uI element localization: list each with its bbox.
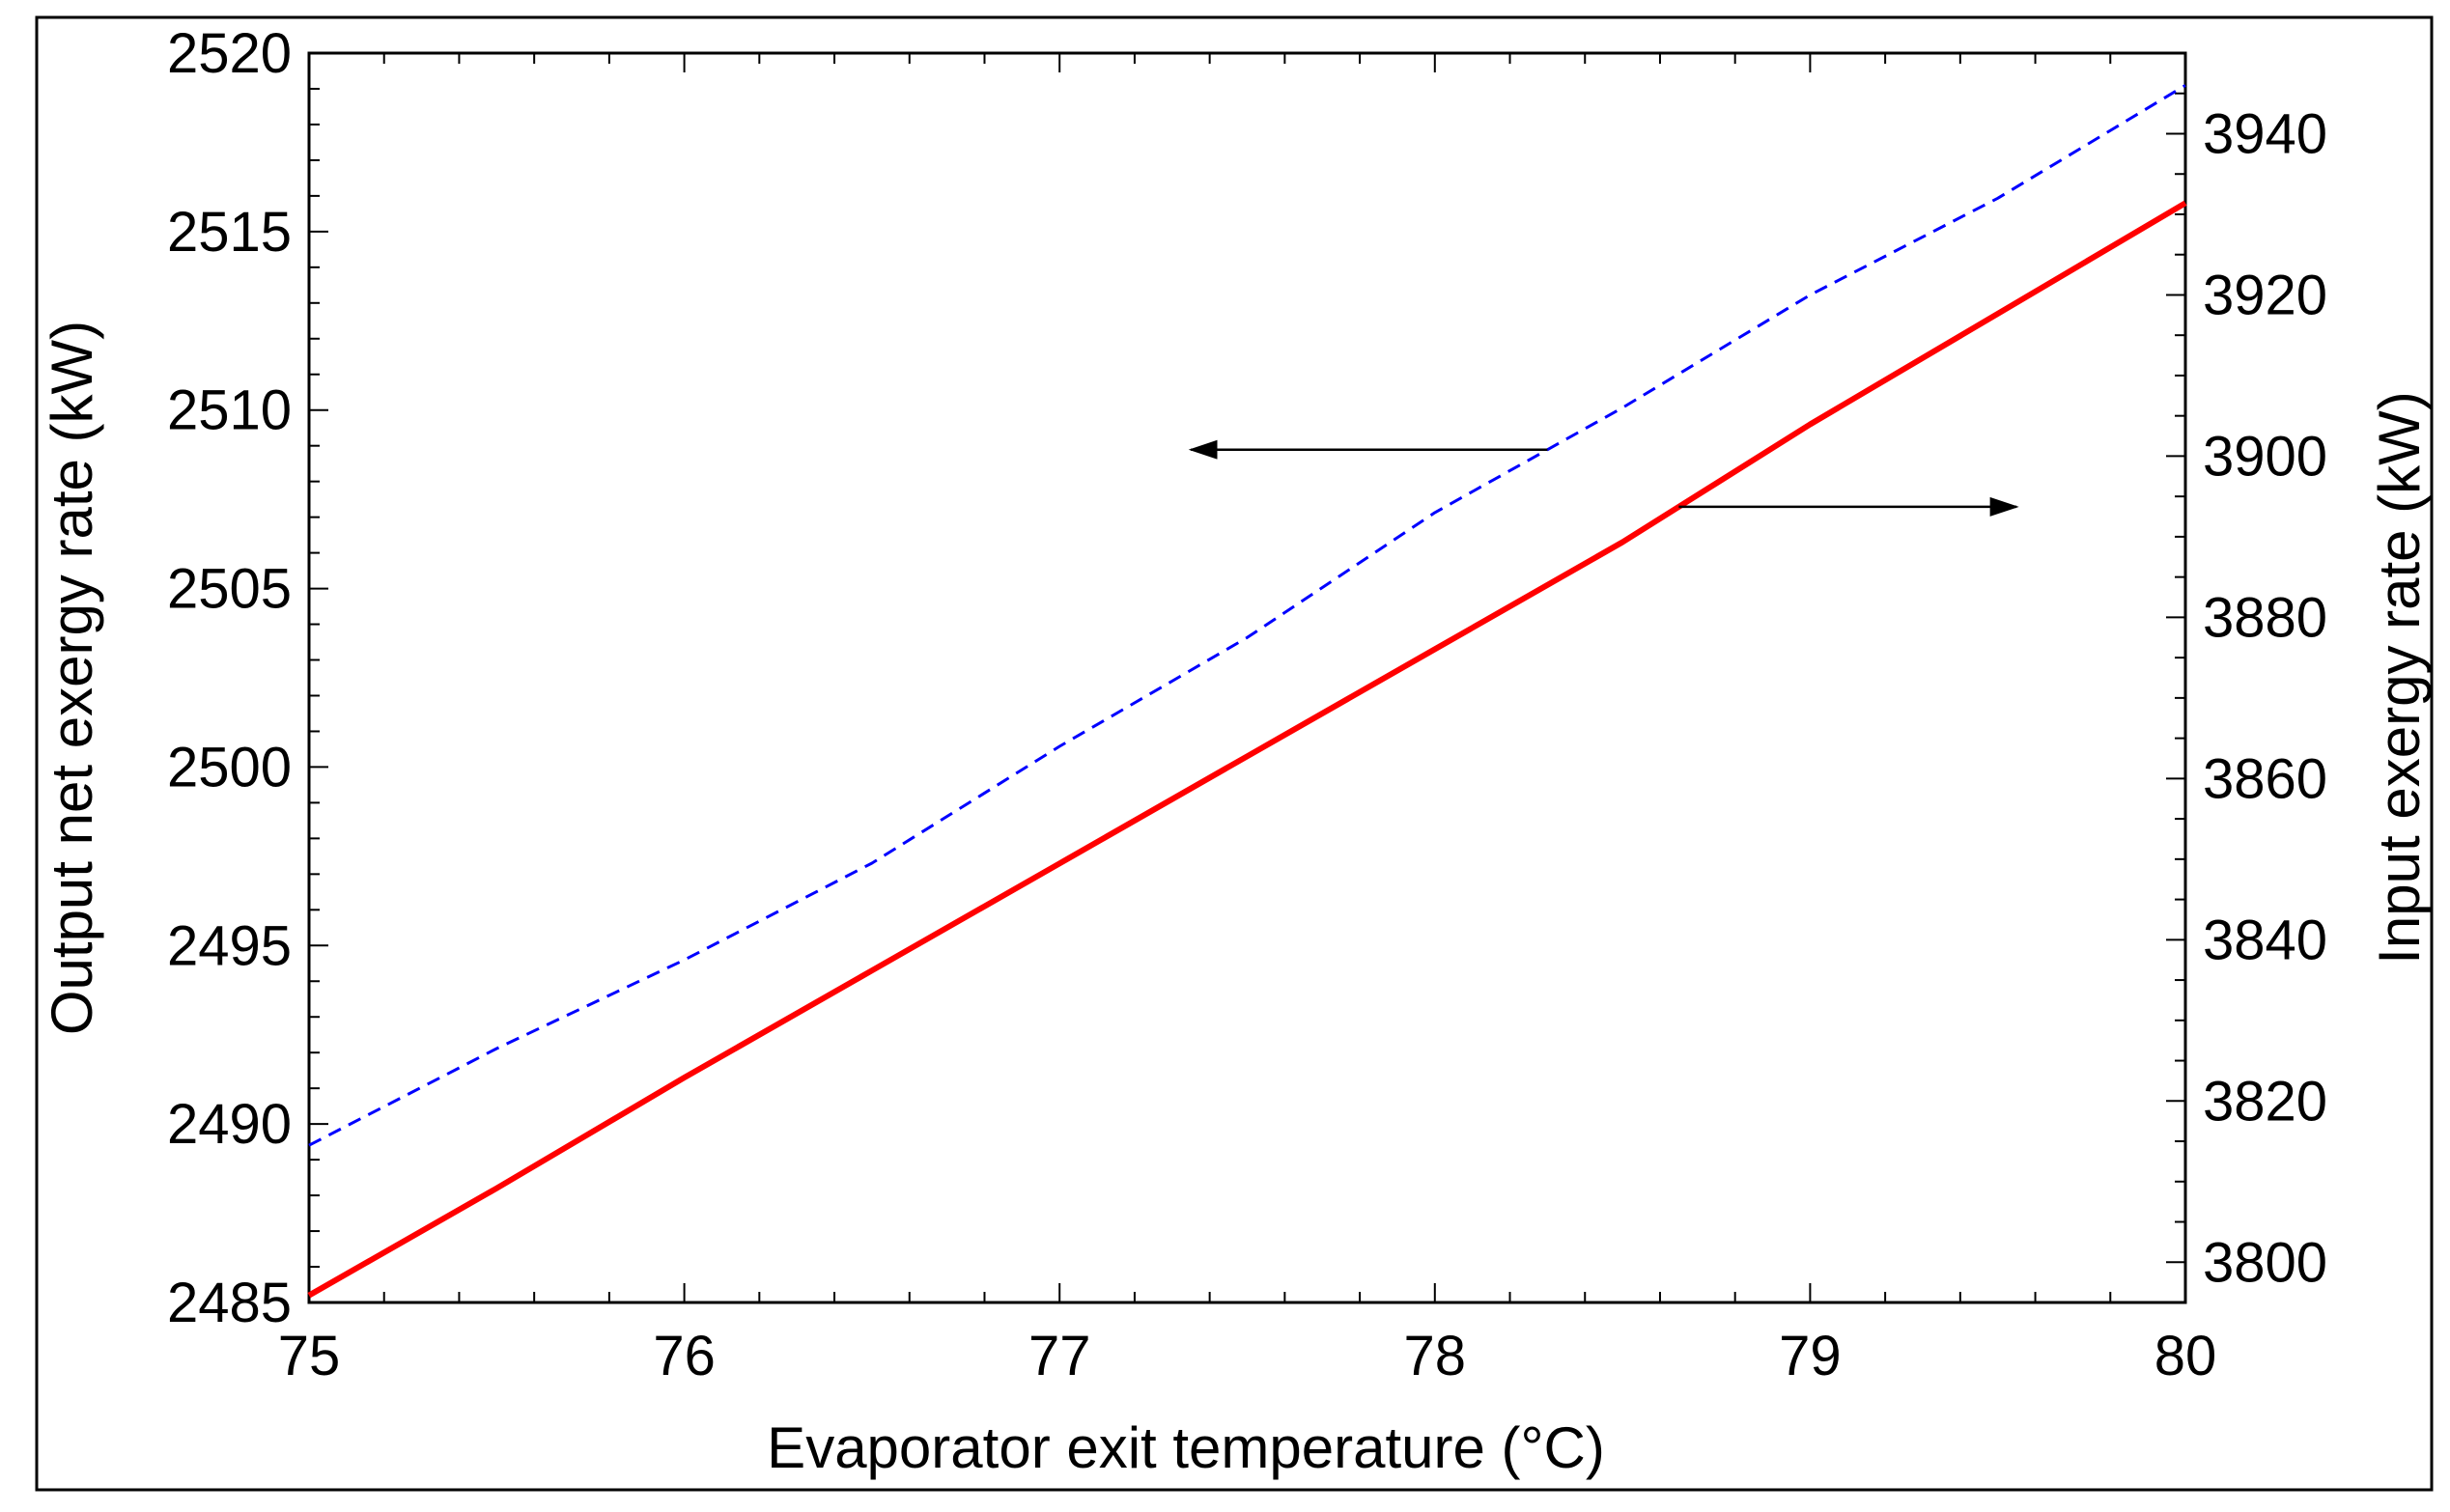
chart-border — [35, 15, 2434, 1492]
y-left-tick-label: 2490 — [167, 1093, 292, 1156]
x-tick-label: 77 — [1028, 1325, 1091, 1387]
y-right-tick-label: 3920 — [2203, 264, 2327, 326]
y-left-axis-title: Output net exergy rate (kW) — [40, 321, 104, 1035]
plot-area — [307, 51, 2187, 1304]
y-right-tick-label: 3800 — [2203, 1231, 2327, 1294]
y-right-tick-label: 3900 — [2203, 425, 2327, 488]
tick-marks — [308, 52, 2186, 1303]
y-right-tick-label: 3840 — [2203, 909, 2327, 971]
y-left-tick-label: 2495 — [167, 914, 292, 977]
y-left-tick-label: 2505 — [167, 558, 292, 621]
series-output-net-exergy-rate-line — [307, 200, 2187, 1299]
x-tick-label: 80 — [2154, 1325, 2217, 1387]
x-tick-label: 76 — [653, 1325, 716, 1387]
y-left-tick-label: 2510 — [167, 379, 292, 442]
y-right-tick-label: 3940 — [2203, 102, 2327, 165]
x-tick-label: 79 — [1779, 1325, 1842, 1387]
y-right-tick-label: 3820 — [2203, 1070, 2327, 1133]
y-right-tick-label: 3860 — [2203, 747, 2327, 810]
x-tick-label: 75 — [278, 1325, 341, 1387]
x-tick-label: 78 — [1404, 1325, 1467, 1387]
y-left-tick-label: 2520 — [167, 22, 292, 85]
y-left-tick-label: 2515 — [167, 201, 292, 264]
tick-labels: 75 76 77 78 79 80 2485 2490 2495 2500 2505 2510 2515… — [167, 22, 2327, 1387]
series-layer — [307, 84, 2187, 1299]
series-input-exergy-rate-line — [308, 84, 2186, 1147]
y-right-tick-label: 3880 — [2203, 586, 2327, 649]
y-left-tick-label: 2485 — [167, 1272, 292, 1334]
annotation-layer — [1188, 439, 2019, 517]
y-left-tick-label: 2500 — [167, 736, 292, 798]
y-right-axis-title: Input exergy rate (kW) — [2367, 391, 2432, 965]
x-axis-title: Evaporator exit temperature (°C) — [767, 1415, 1605, 1480]
